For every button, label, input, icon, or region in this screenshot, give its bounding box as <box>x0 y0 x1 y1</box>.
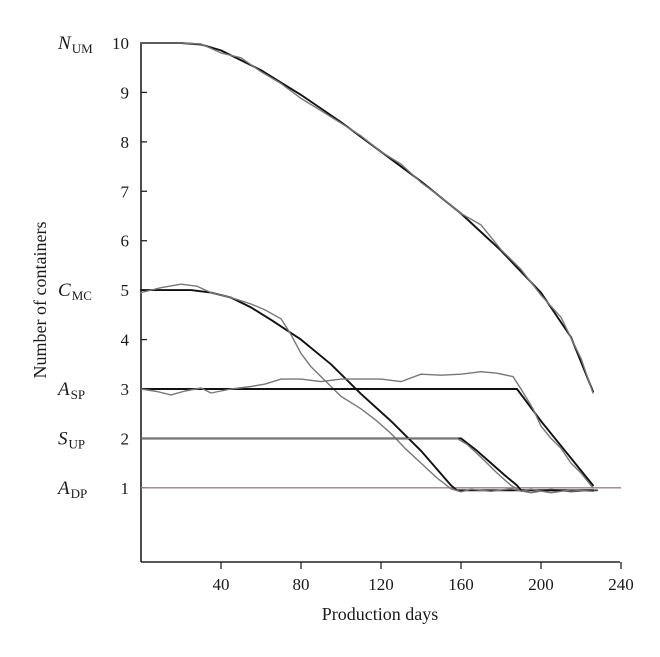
level-label-sub: SP <box>71 387 85 402</box>
level-label-sub: UM <box>72 41 93 56</box>
y-tick-label: 2 <box>121 429 130 448</box>
level-label-main: A <box>56 478 70 499</box>
y-tick-label: 4 <box>121 331 130 350</box>
series-line-8 <box>140 437 594 494</box>
y-tick-label: 9 <box>121 83 130 102</box>
level-label-main: N <box>57 33 72 54</box>
level-label: CMC <box>58 280 92 303</box>
level-label: SUP <box>58 428 85 451</box>
x-tick-label: 120 <box>368 575 394 594</box>
level-label-main: A <box>56 379 70 400</box>
y-tick-label: 5 <box>121 281 130 300</box>
axis-ticks: 40 80 120 160 200 240 1 2 3 4 5 6 7 8 9 10 <box>112 34 634 594</box>
level-label-main: C <box>58 280 71 301</box>
y-tick-label: 6 <box>121 232 130 251</box>
y-axis-title: Number of containers <box>30 222 50 379</box>
x-tick-label: 240 <box>608 575 634 594</box>
y-tick-label: 8 <box>121 133 130 152</box>
x-tick-label: 40 <box>213 575 230 594</box>
series-line-1 <box>140 42 594 393</box>
x-tick-label: 200 <box>528 575 554 594</box>
level-label-sub: MC <box>72 288 92 303</box>
level-label: ASP <box>56 379 85 402</box>
series-line-3 <box>140 289 598 492</box>
level-label-sub: DP <box>71 486 88 501</box>
series-group <box>140 42 598 494</box>
y-tick-label: 10 <box>112 34 129 53</box>
x-tick-label: 80 <box>293 575 310 594</box>
level-label: NUM <box>57 33 93 56</box>
series-line-7 <box>140 437 594 492</box>
series-line-6 <box>140 371 594 489</box>
y-tick-label: 1 <box>121 479 130 498</box>
x-tick-label: 160 <box>448 575 474 594</box>
series-line-5 <box>140 388 594 487</box>
y-tick-label: 3 <box>121 380 130 399</box>
series-line-4 <box>140 283 598 494</box>
level-label: ADP <box>56 478 87 501</box>
series-line-2 <box>140 42 594 394</box>
level-label-main: S <box>58 428 68 449</box>
level-label-sub: UP <box>69 436 86 451</box>
x-axis-title: Production days <box>322 604 439 624</box>
y-tick-label: 7 <box>121 182 130 201</box>
